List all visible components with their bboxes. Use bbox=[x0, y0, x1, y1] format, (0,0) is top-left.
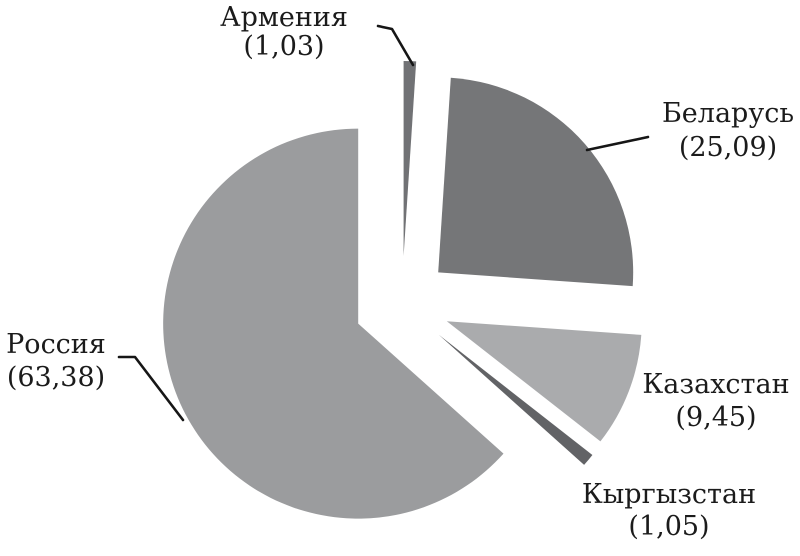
slice-label-kazakhstan-value: (9,45) bbox=[675, 402, 756, 433]
slice-label-russia-value: (63,38) bbox=[7, 362, 105, 393]
slice-label-belarus-value: (25,09) bbox=[679, 132, 777, 163]
leader-line-belarus bbox=[585, 135, 650, 152]
slice-labels: Армения(1,03) Беларусь(25,09) Казахстан(9,… bbox=[6, 2, 794, 542]
pie-slice-belarus bbox=[438, 77, 634, 287]
leader-line-armenia bbox=[376, 24, 415, 67]
slice-label-kazakhstan-name: Казахстан bbox=[642, 369, 789, 400]
slice-label-russia-name: Россия bbox=[6, 329, 106, 360]
slice-label-armenia-name: Армения bbox=[220, 2, 348, 33]
pie-slice-kyrgyzstan bbox=[438, 334, 593, 465]
slice-label-belarus-name: Беларусь bbox=[662, 98, 794, 129]
slice-label-armenia-value: (1,03) bbox=[243, 31, 324, 62]
pie-slice-armenia bbox=[403, 60, 417, 256]
slice-label-kyrgyzstan-name: Кыргызстан bbox=[582, 479, 756, 510]
leader-lines bbox=[117, 24, 650, 422]
pie-slices bbox=[163, 60, 642, 519]
leader-line-russia bbox=[117, 355, 185, 422]
slice-label-kyrgyzstan-value: (1,05) bbox=[628, 511, 709, 542]
pie-slice-russia bbox=[163, 128, 504, 519]
pie-slice-kazakhstan bbox=[446, 321, 642, 442]
